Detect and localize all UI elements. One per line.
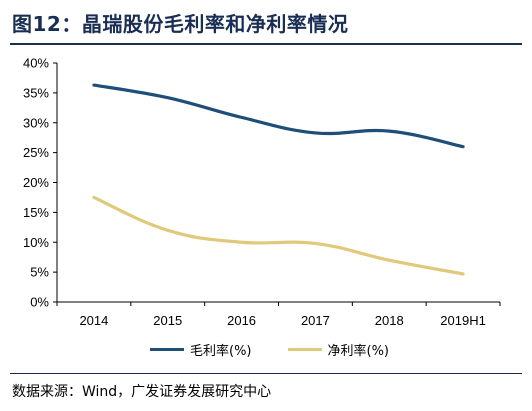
source-divider: [10, 373, 522, 374]
y-tick-label: 25%: [23, 145, 49, 160]
source-note: 数据来源：Wind，广发证券发展研究中心: [12, 384, 272, 400]
x-tick-label: 2016: [227, 313, 256, 328]
y-axis: 0% 5% 10% 15% 20% 25% 30% 35% 40%: [23, 56, 58, 310]
y-tick-label: 20%: [23, 175, 49, 190]
x-axis: 2014 2015 2016 2017 2018 2019H1: [56, 301, 501, 328]
y-tick-label: 10%: [23, 235, 49, 250]
x-tick-label: 2019H1: [440, 313, 486, 328]
y-tick-label: 40%: [23, 56, 49, 71]
y-tick-label: 15%: [23, 205, 49, 220]
legend-item-net-margin: 净利率(%): [287, 340, 390, 359]
y-tick-label: 30%: [23, 115, 49, 130]
x-tick-label: 2015: [153, 313, 182, 328]
title-divider: [10, 43, 522, 45]
legend: 毛利率(%) 净利率(%): [150, 340, 389, 359]
legend-item-gross-margin: 毛利率(%): [150, 340, 252, 359]
chart-title: 图12：晶瑞股份毛利率和净利率情况: [12, 12, 349, 36]
x-tick-label: 2017: [301, 313, 330, 328]
y-tick-label: 35%: [23, 85, 49, 100]
legend-label-net-margin: 净利率(%): [327, 344, 390, 359]
legend-swatch-gross-margin: [150, 348, 184, 351]
x-tick-label: 2014: [79, 313, 108, 328]
series-line-net-margin: [92, 195, 465, 276]
legend-label-gross-margin: 毛利率(%): [190, 344, 252, 359]
series-lines: [92, 83, 465, 276]
series-line-gross-margin: [92, 83, 465, 149]
y-tick-label: 5%: [30, 265, 49, 280]
legend-swatch-net-margin: [287, 348, 322, 351]
x-tick-label: 2018: [375, 313, 404, 328]
y-tick-label: 0%: [30, 295, 49, 310]
